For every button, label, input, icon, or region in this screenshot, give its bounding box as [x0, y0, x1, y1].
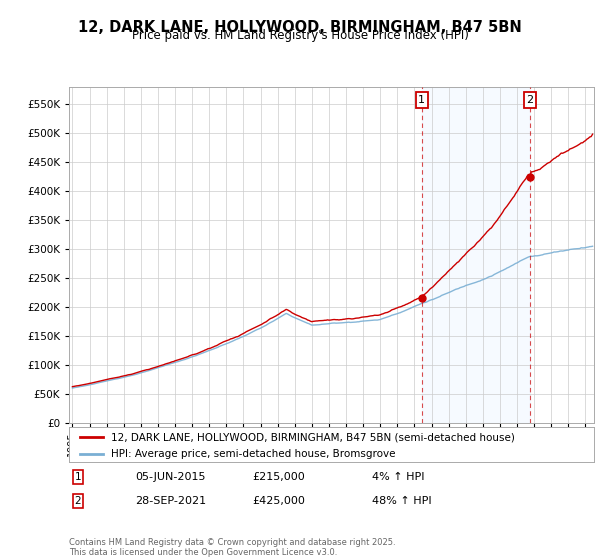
Text: Contains HM Land Registry data © Crown copyright and database right 2025.
This d: Contains HM Land Registry data © Crown c…	[69, 538, 395, 557]
Text: HPI: Average price, semi-detached house, Bromsgrove: HPI: Average price, semi-detached house,…	[111, 449, 395, 459]
Text: 1: 1	[74, 472, 82, 482]
Text: 48% ↑ HPI: 48% ↑ HPI	[372, 496, 431, 506]
Text: 4% ↑ HPI: 4% ↑ HPI	[372, 472, 425, 482]
Text: 1: 1	[418, 95, 425, 105]
Text: Price paid vs. HM Land Registry's House Price Index (HPI): Price paid vs. HM Land Registry's House …	[131, 29, 469, 42]
Bar	[422, 87, 530, 423]
Text: 12, DARK LANE, HOLLYWOOD, BIRMINGHAM, B47 5BN (semi-detached house): 12, DARK LANE, HOLLYWOOD, BIRMINGHAM, B4…	[111, 432, 515, 442]
Text: 28-SEP-2021: 28-SEP-2021	[135, 496, 206, 506]
Text: 12, DARK LANE, HOLLYWOOD, BIRMINGHAM, B47 5BN: 12, DARK LANE, HOLLYWOOD, BIRMINGHAM, B4…	[78, 20, 522, 35]
Text: £215,000: £215,000	[252, 472, 305, 482]
Text: 2: 2	[74, 496, 82, 506]
Text: £425,000: £425,000	[252, 496, 305, 506]
Text: 2: 2	[526, 95, 533, 105]
Text: 05-JUN-2015: 05-JUN-2015	[135, 472, 205, 482]
